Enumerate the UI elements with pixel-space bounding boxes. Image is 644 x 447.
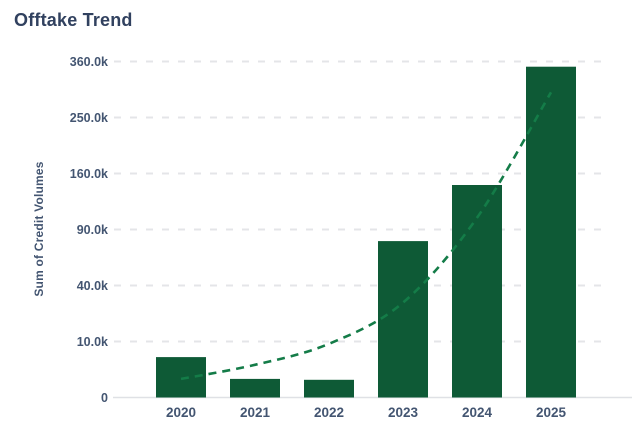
bar-2021[interactable]: [230, 378, 280, 398]
y-tick-label-90.0k: 90.0k: [77, 223, 108, 237]
chart-title: Offtake Trend: [14, 10, 133, 30]
bar-2022[interactable]: [304, 379, 354, 398]
bar-2025[interactable]: [526, 66, 576, 398]
x-tick-label-2024: 2024: [462, 405, 493, 420]
y-tick-label-250.0k: 250.0k: [70, 111, 108, 125]
x-tick-label-2023: 2023: [388, 405, 419, 420]
x-tick-label-2021: 2021: [240, 405, 271, 420]
x-tick-label-2022: 2022: [314, 405, 344, 420]
bar-2020[interactable]: [156, 357, 206, 398]
y-tick-label-0: 0: [101, 391, 108, 405]
y-tick-label-10.0k: 10.0k: [77, 335, 108, 349]
trend-line: [180, 91, 553, 381]
y-tick-label-160.0k: 160.0k: [70, 167, 108, 181]
bar-2024[interactable]: [452, 185, 502, 398]
x-tick-label-2020: 2020: [166, 405, 196, 420]
y-tick-label-40.0k: 40.0k: [77, 279, 108, 293]
y-tick-label-360.0k: 360.0k: [70, 55, 108, 69]
bar-2023[interactable]: [378, 241, 428, 398]
x-tick-label-2025: 2025: [536, 405, 567, 420]
